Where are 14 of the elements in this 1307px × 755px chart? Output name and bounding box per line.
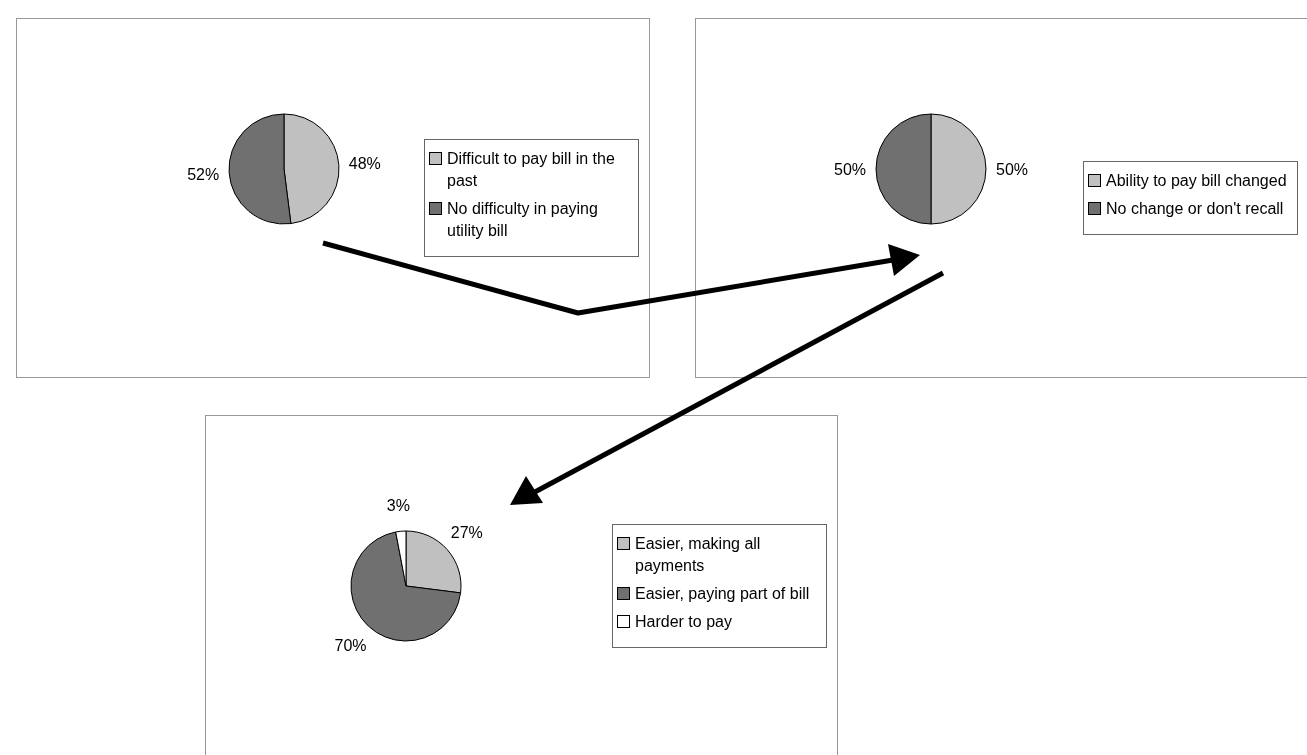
- legend-label: Ability to pay bill changed: [1106, 171, 1287, 191]
- data-label: 3%: [386, 496, 410, 514]
- data-label: 27%: [450, 523, 483, 541]
- legend-label: Easier, paying part of bill: [635, 584, 810, 604]
- legend-label: Easier, making all payments: [635, 534, 762, 576]
- legend-label: No difficulty in paying utility bill: [447, 199, 599, 241]
- data-label: 48%: [348, 155, 381, 173]
- legend-label: Difficult to pay bill in the past: [447, 149, 616, 191]
- data-label: 50%: [995, 160, 1029, 178]
- data-label: 50%: [833, 160, 867, 178]
- data-label: 70%: [334, 636, 367, 654]
- data-label: 52%: [187, 165, 220, 183]
- legend-label: Harder to pay: [635, 612, 732, 632]
- legend-label: No change or don't recall: [1106, 199, 1284, 219]
